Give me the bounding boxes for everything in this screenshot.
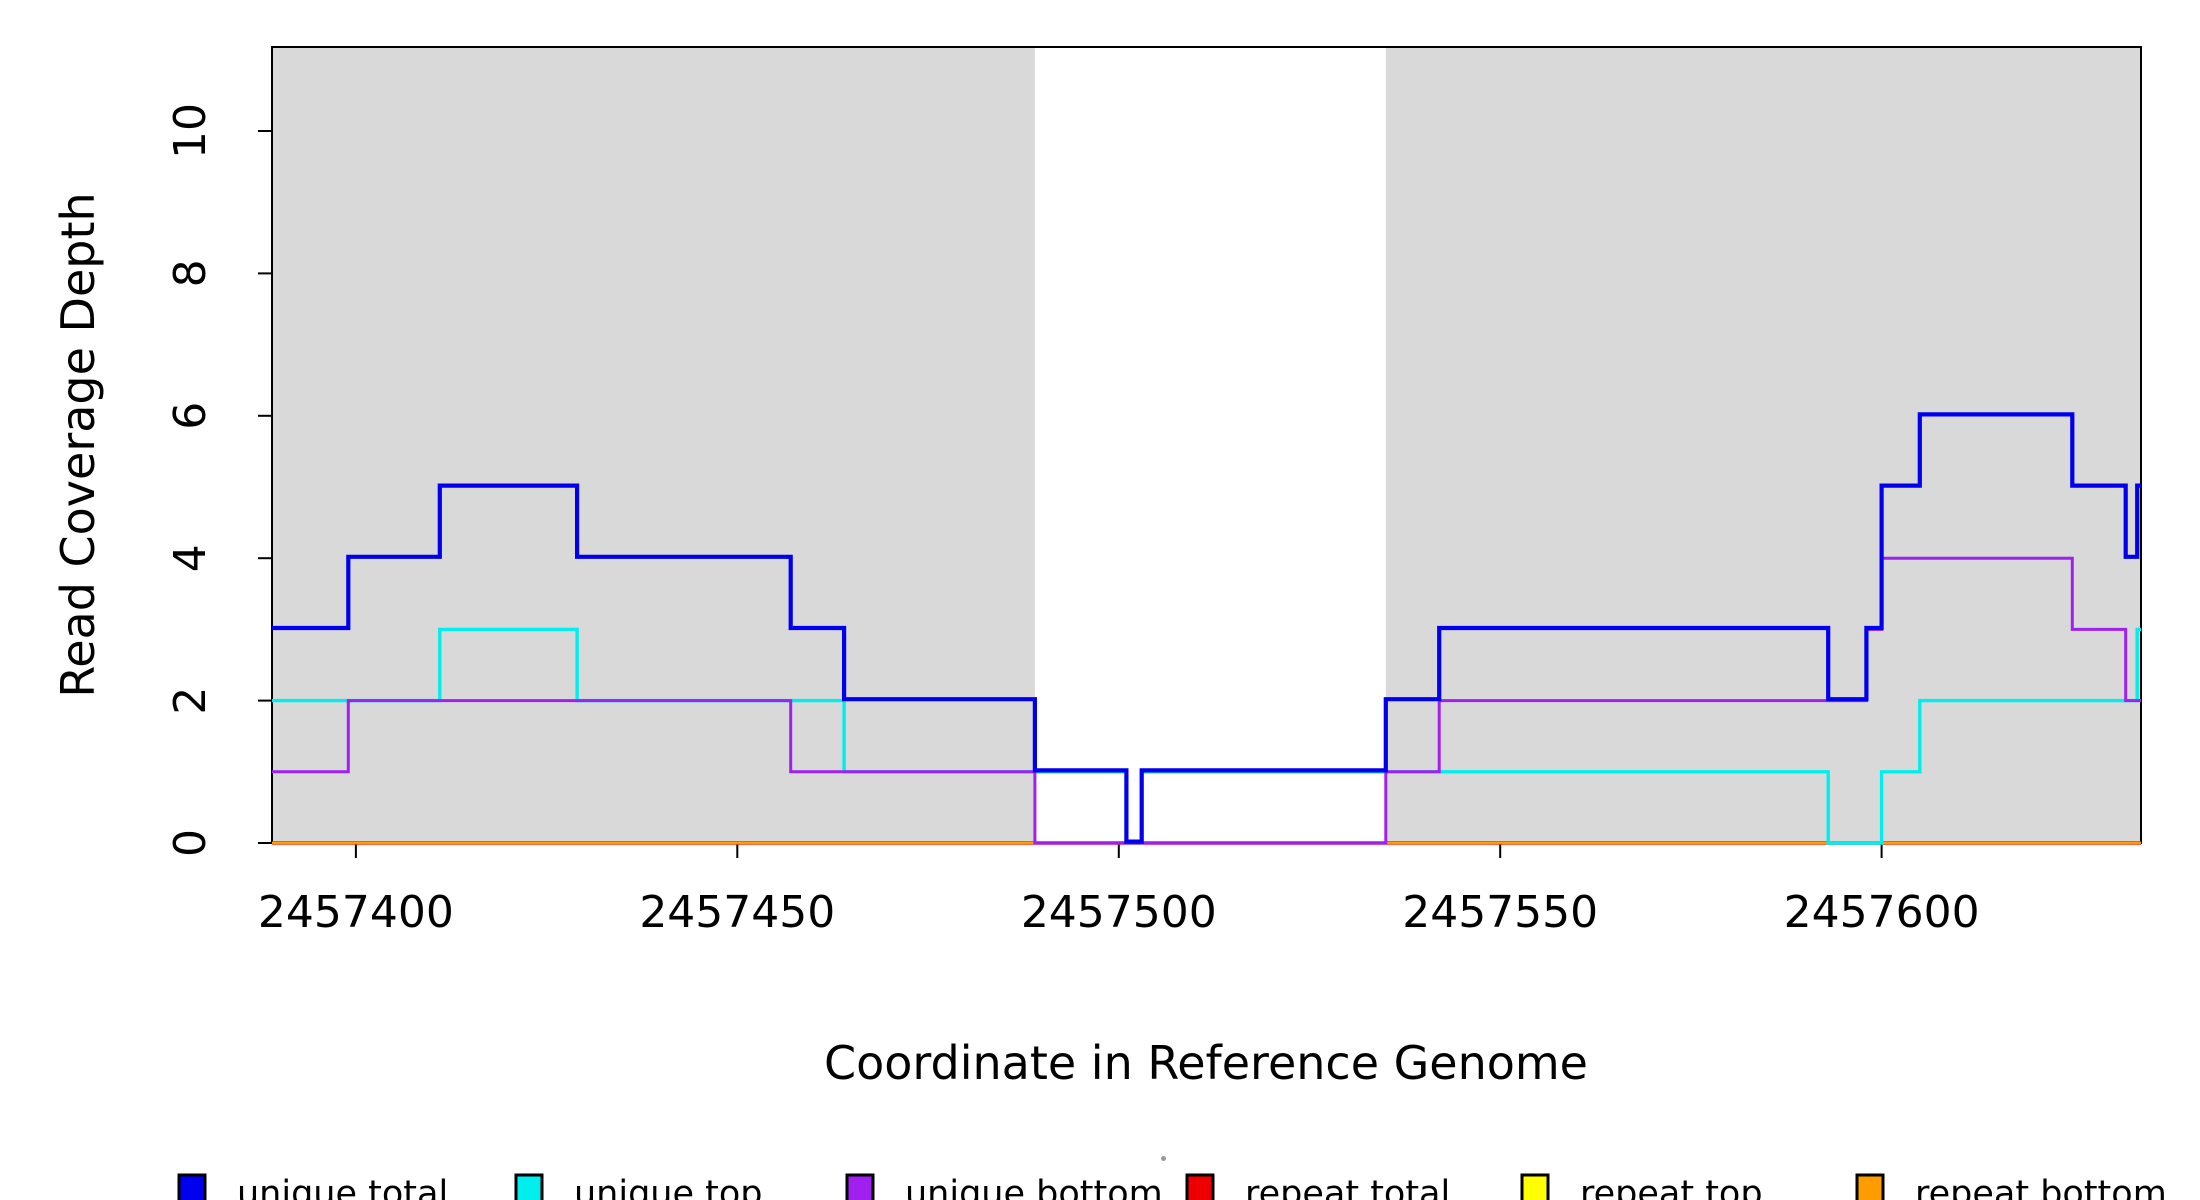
y-axis-title: Read Coverage Depth xyxy=(51,192,105,698)
legend-label: repeat top xyxy=(1580,1174,1763,1200)
y-tick-label: 8 xyxy=(165,259,216,287)
series-unique-total xyxy=(272,412,2141,844)
repeat-region-right-band xyxy=(1385,47,2141,843)
legend-label: unique total xyxy=(237,1174,448,1200)
stray-dot xyxy=(1161,1156,1166,1161)
x-tick-label: 2457600 xyxy=(1784,887,1980,938)
legend-label: unique top xyxy=(574,1174,763,1200)
y-tick-label: 2 xyxy=(165,687,216,715)
x-tick-label: 2457450 xyxy=(639,887,835,938)
legend-swatch-unique-bottom xyxy=(845,1173,875,1200)
legend-item-unique-bottom: unique bottom xyxy=(845,1173,1163,1200)
legend-item-unique-top: unique top xyxy=(514,1173,763,1200)
legend-item-repeat-total: repeat total xyxy=(1185,1173,1450,1200)
legend-swatch-repeat-bottom xyxy=(1855,1173,1885,1200)
x-tick-label: 2457500 xyxy=(1021,887,1217,938)
legend-swatch-repeat-total xyxy=(1185,1173,1215,1200)
legend-label: repeat bottom xyxy=(1915,1174,2167,1200)
x-tick-label: 2457400 xyxy=(258,887,454,938)
repeat-region-left-band xyxy=(272,47,1035,843)
x-axis-title: Coordinate in Reference Genome xyxy=(824,1036,1588,1090)
legend-swatch-unique-total xyxy=(177,1173,207,1200)
y-tick-label: 4 xyxy=(165,544,216,572)
legend-item-repeat-bottom: repeat bottom xyxy=(1855,1173,2167,1200)
legend-label: repeat total xyxy=(1245,1174,1450,1200)
legend-label: unique bottom xyxy=(905,1174,1163,1200)
series-line-unique-total xyxy=(272,412,2141,844)
series-unique-bottom xyxy=(272,556,2141,845)
series-line-unique-bottom xyxy=(272,556,2141,845)
x-tick-label: 2457550 xyxy=(1402,887,1598,938)
legend-item-repeat-top: repeat top xyxy=(1520,1173,1763,1200)
y-tick-label: 10 xyxy=(165,103,216,159)
legend-swatch-unique-top xyxy=(514,1173,544,1200)
y-tick-label: 0 xyxy=(165,829,216,857)
legend-item-unique-total: unique total xyxy=(177,1173,448,1200)
y-tick-label: 6 xyxy=(165,402,216,430)
legend-swatch-repeat-top xyxy=(1520,1173,1550,1200)
